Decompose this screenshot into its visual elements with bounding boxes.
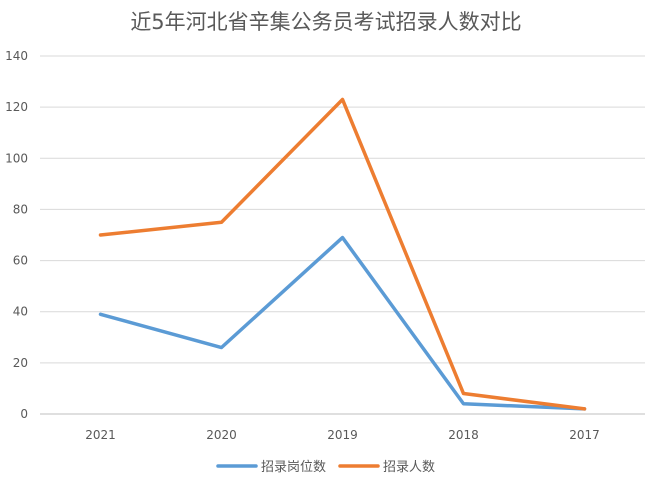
x-tick-label-2018: 2018 bbox=[448, 428, 479, 442]
y-tick-label-140: 140 bbox=[5, 49, 28, 63]
y-tick-label-120: 120 bbox=[5, 100, 28, 114]
legend-label-1: 招录人数 bbox=[383, 460, 435, 475]
x-tick-label-2017: 2017 bbox=[569, 428, 600, 442]
legend-label-0: 招录岗位数 bbox=[261, 460, 326, 475]
x-tick-label-2020: 2020 bbox=[206, 428, 237, 442]
x-tick-label-2021: 2021 bbox=[85, 428, 116, 442]
y-tick-label-60: 60 bbox=[13, 254, 28, 268]
y-tick-label-100: 100 bbox=[5, 151, 28, 165]
y-tick-label-80: 80 bbox=[13, 202, 28, 216]
y-tick-label-0: 0 bbox=[20, 407, 28, 421]
chart-title: 近5年河北省辛集公务员考试招录人数对比 bbox=[130, 10, 522, 34]
series-line-0 bbox=[98, 235, 587, 411]
y-tick-label-40: 40 bbox=[13, 305, 28, 319]
y-tick-label-20: 20 bbox=[13, 356, 28, 370]
x-tick-label-2019: 2019 bbox=[327, 428, 358, 442]
